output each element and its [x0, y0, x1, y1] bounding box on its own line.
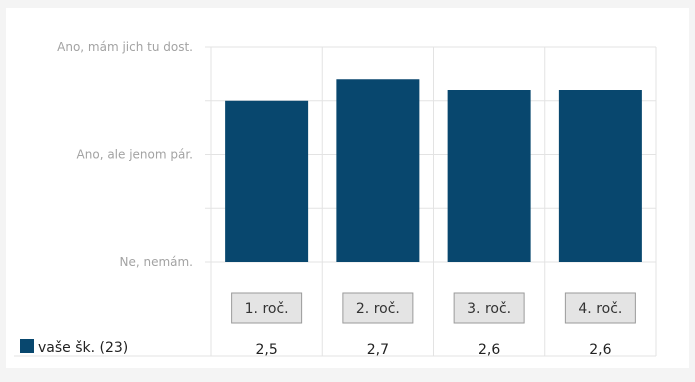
legend-label: vaše šk. (23): [38, 340, 128, 356]
category-label: 1. roč.: [245, 301, 289, 317]
legend: vaše šk. (23): [20, 339, 128, 356]
data-value-label: 2,5: [255, 342, 277, 358]
bar: [447, 90, 531, 262]
category-label-box: [564, 292, 636, 324]
category-label-box: [453, 292, 525, 324]
data-value-label: 2,6: [478, 342, 500, 358]
value-labels: 2,5 2,7 2,6 2,6: [255, 342, 611, 358]
category-label-box: [342, 292, 414, 324]
bar: [336, 79, 420, 262]
category-label-box: [231, 292, 303, 324]
category-label: 4. roč.: [578, 301, 622, 317]
legend-swatch: [20, 339, 34, 353]
bars: [225, 79, 642, 262]
data-value-label: 2,6: [589, 342, 611, 358]
category-label: 3. roč.: [467, 301, 511, 317]
bar: [225, 100, 309, 262]
y-tick-label: Ne, nemám.: [119, 255, 193, 269]
data-value-label: 2,7: [367, 342, 389, 358]
y-tick-label: Ano, ale jenom pár.: [77, 148, 193, 162]
y-axis-labels: Ne, nemám. Ano, ale jenom pár. Ano, mám ji…: [57, 40, 193, 269]
category-label: 2. roč.: [356, 301, 400, 317]
y-tick-label: Ano, mám jich tu dost.: [57, 40, 193, 54]
bar: [558, 90, 642, 262]
category-labels: 1. roč. 2. roč. 3. roč. 4. roč.: [231, 292, 636, 324]
